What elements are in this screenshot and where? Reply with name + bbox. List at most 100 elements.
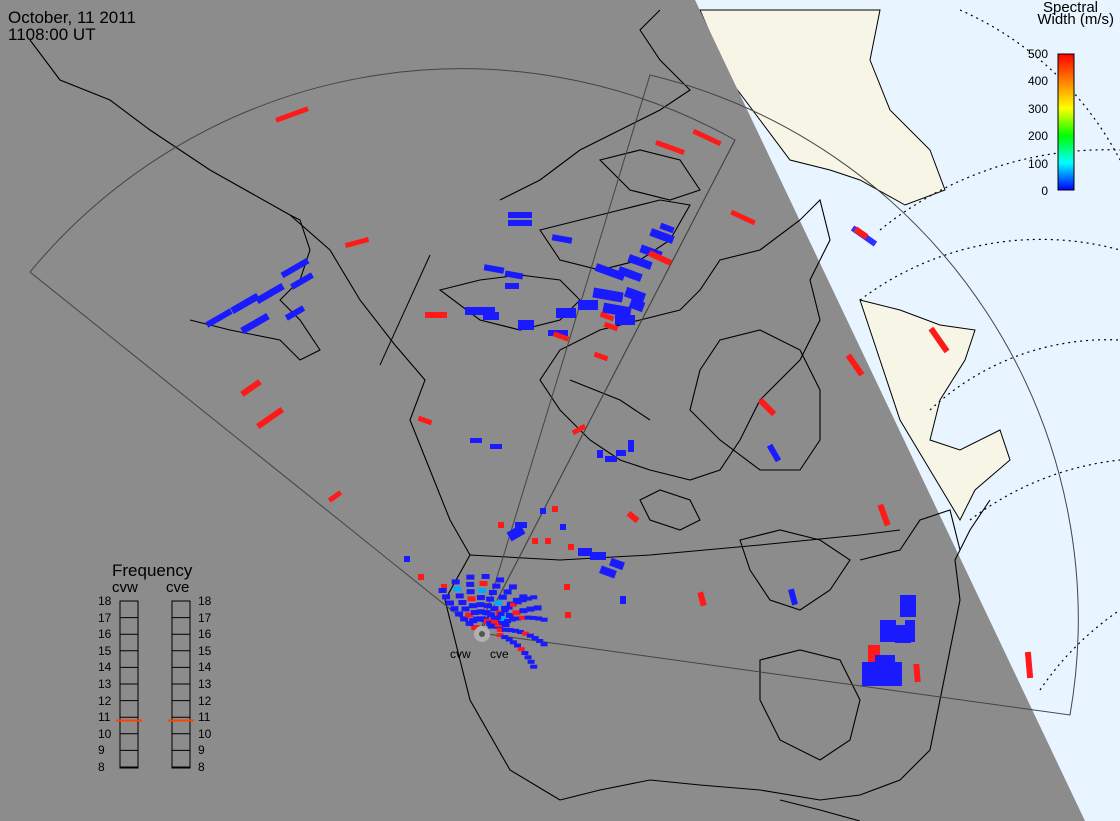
echo-cell: [603, 321, 619, 332]
echo-cell: [230, 292, 260, 315]
borders: [379, 254, 901, 561]
labrador-land: [859, 299, 1011, 522]
echo-cell-near-east: [496, 627, 504, 632]
echo-cell-near: [488, 590, 497, 595]
echo-cell-near: [471, 625, 480, 630]
echo-cell: [240, 379, 262, 397]
echo-cell-near-east: [524, 596, 532, 601]
echo-cell: [290, 272, 314, 290]
frequency-tick-cve: 9: [198, 743, 205, 758]
echo-cell-near-east: [501, 627, 509, 632]
echo-cell-near: [503, 589, 512, 595]
echo-cell: [692, 128, 722, 147]
echo-cell-near-east: [517, 630, 524, 634]
echo-cell: [628, 440, 634, 452]
echo-cell-near: [519, 594, 528, 600]
echo-cell: [605, 456, 617, 462]
polar-grid: [859, 9, 1120, 691]
echo-cell-near: [450, 606, 459, 612]
echo-cell: [647, 250, 673, 266]
echo-cell-near: [494, 600, 503, 606]
echo-cell-near-east: [527, 659, 535, 664]
echo-cell: [418, 574, 424, 580]
echo-cell: [404, 556, 410, 562]
echo-cell: [649, 228, 675, 244]
echo-cell-near-east: [524, 615, 532, 620]
echo-cell-near: [466, 574, 475, 580]
echo-cell-near-east: [530, 664, 538, 669]
echo-cell: [1024, 651, 1034, 679]
echo-cell: [593, 351, 609, 362]
frequency-label-cvw: cvw: [112, 579, 138, 596]
frequency-tick-cve: 13: [198, 677, 212, 691]
echo-cell-near: [533, 605, 542, 611]
echo-cell-near: [486, 596, 495, 602]
echo-cell-near: [466, 589, 475, 595]
echo-cell-near: [468, 603, 477, 609]
echo-cell-near-east: [526, 633, 534, 638]
colorbar-title-line2: Width (m/s): [1037, 11, 1114, 28]
echo-cell: [592, 287, 624, 303]
echo-cell-near: [479, 581, 488, 586]
echo-cell-near-east: [506, 628, 514, 633]
frequency-tick-cve: 8: [198, 760, 205, 774]
echo-cell-near: [476, 602, 485, 608]
echo-cell: [766, 443, 782, 463]
echo-cell: [571, 423, 587, 436]
echo-cell: [615, 315, 635, 325]
frequency-meter: [116, 600, 194, 769]
echo-cell: [845, 353, 865, 377]
echo-cell-near: [476, 609, 485, 615]
echo-cell: [483, 312, 499, 320]
echo-cell: [594, 263, 626, 281]
echo-cell-near: [465, 620, 474, 626]
echo-cell: [655, 140, 685, 155]
echo-cell-near-east: [505, 637, 513, 642]
echo-cell: [578, 300, 598, 310]
echo-cell-near: [486, 620, 495, 626]
echo-cell-near: [486, 612, 495, 618]
echo-cell-near: [519, 608, 528, 614]
echo-cell: [602, 302, 632, 318]
colorbar: [1057, 53, 1075, 191]
echo-cell-near: [501, 605, 510, 611]
echo-cell: [465, 307, 495, 315]
colorbar-tick: 100: [1027, 156, 1048, 171]
echo-cell: [505, 283, 519, 289]
echo-cell-near: [467, 596, 476, 602]
echo-cell: [620, 596, 626, 604]
echo-cell: [730, 209, 756, 226]
echo-cell-near: [465, 612, 474, 618]
echo-cell: [441, 584, 447, 590]
echo-cell: [490, 444, 502, 449]
echo-cell-near: [482, 610, 491, 616]
echo-cell-near-east: [499, 620, 507, 625]
echo-cell-near-east: [491, 619, 498, 624]
echo-cell: [508, 220, 532, 226]
echo-cell-near: [487, 623, 496, 629]
echo-cell-near-east: [524, 655, 532, 660]
echo-cell: [880, 620, 896, 642]
radar-site-center: [479, 631, 485, 637]
echo-cell: [599, 311, 615, 322]
echo-cell-near-east: [536, 639, 544, 643]
echo-cell-near-east: [508, 617, 516, 622]
echo-cell-near-east: [514, 616, 521, 621]
echo-cell-near: [512, 610, 521, 616]
echo-cell: [551, 234, 573, 244]
echo-cell-near-east: [530, 595, 538, 600]
echo-cell: [344, 236, 370, 249]
echo-cell: [905, 620, 915, 642]
colorbar-title-line1: Spectral: [1042, 0, 1098, 16]
echo-cell: [616, 450, 626, 456]
echo-cell: [757, 397, 777, 417]
echo-cell-near-east: [529, 615, 537, 620]
echo-cell-near: [458, 600, 467, 605]
echo-cell: [498, 522, 504, 528]
echo-cell: [504, 270, 524, 280]
echo-cell-near: [508, 584, 517, 590]
echo-cell-near-east: [494, 623, 502, 628]
echo-cell: [913, 663, 921, 683]
echo-cell: [875, 655, 895, 665]
colorbar-tick: 500: [1027, 47, 1048, 61]
